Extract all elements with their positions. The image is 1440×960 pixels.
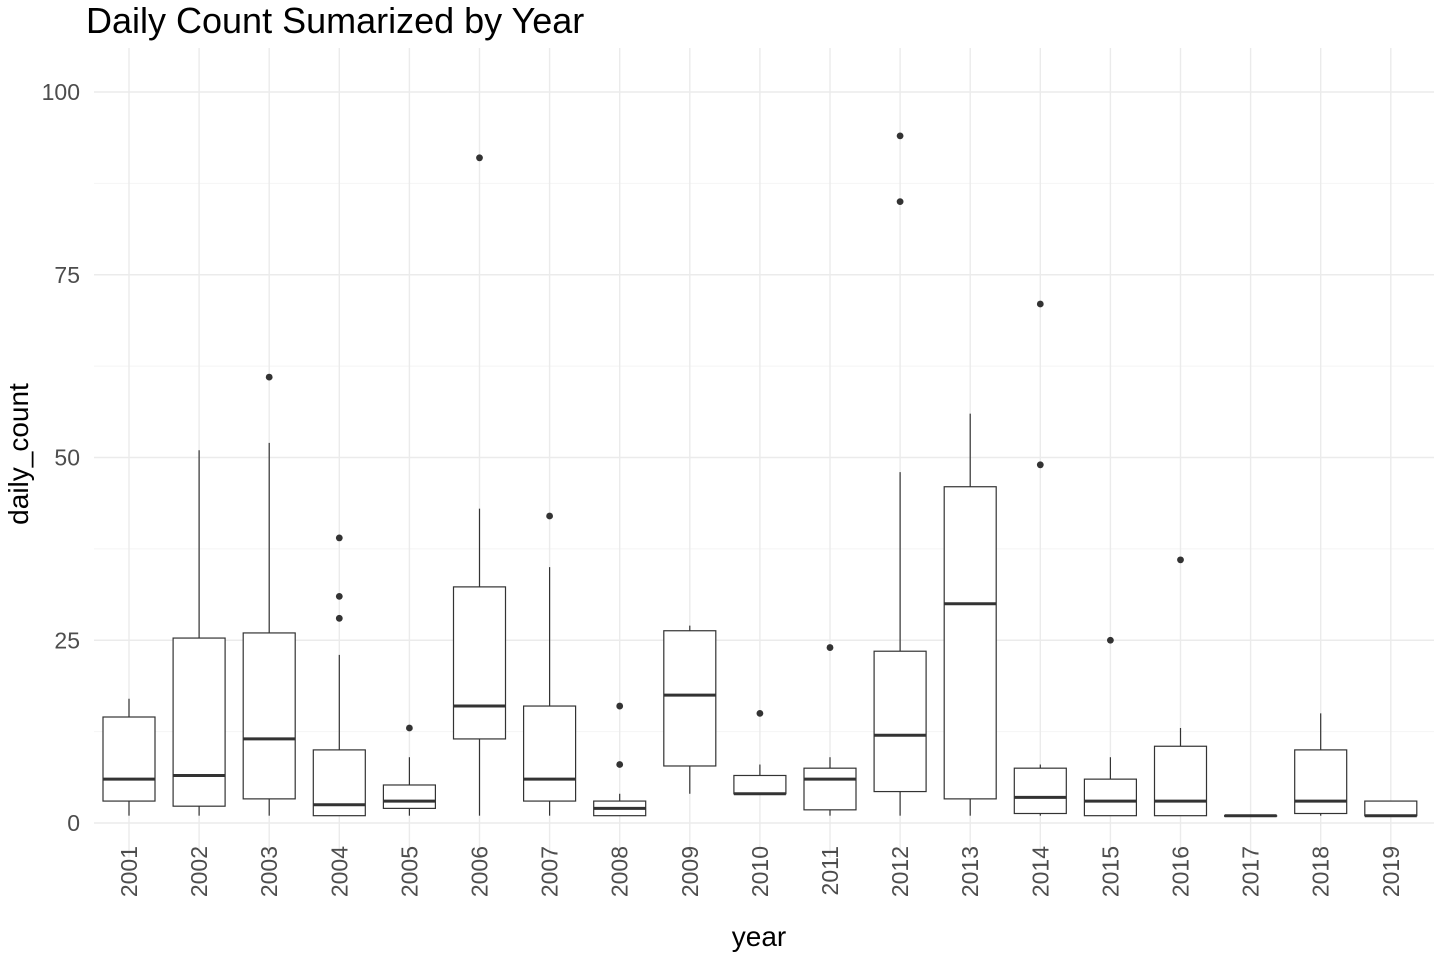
x-tick-label: 2007 [537,846,563,897]
box-iqr [1013,767,1067,815]
box-2005 [382,724,436,816]
box-iqr [1364,800,1418,817]
x-tick-label: 2003 [256,846,282,897]
box-iqr [873,650,927,793]
outlier-point [1036,300,1044,308]
x-tick-label: 2016 [1168,846,1194,897]
outlier-point [1107,636,1114,644]
y-tick-label: 0 [67,810,80,836]
x-tick-label: 2001 [116,846,142,897]
box-2009 [663,625,717,794]
x-tick-label: 2004 [326,846,352,897]
outlier-point [406,724,413,732]
outlier-point [546,512,553,520]
x-tick-label: 2006 [467,846,493,897]
outlier-point [476,154,483,162]
box-iqr [102,716,156,802]
box-2008 [593,702,647,817]
outlier-point [335,534,343,542]
x-tick-label: 2015 [1097,846,1123,897]
x-tick-label: 2005 [396,846,422,897]
box-iqr [382,784,436,809]
x-tick-label: 2002 [186,846,212,897]
x-tick-label: 2013 [957,846,983,897]
box-iqr [452,586,507,740]
x-tick-label: 2018 [1308,846,1334,897]
y-axis-title: daily_count [3,383,34,525]
box-2018 [1294,713,1348,816]
y-tick-label: 100 [42,79,80,105]
outlier-point [756,709,764,717]
chart-title: Daily Count Sumarized by Year [86,0,584,41]
box-2004 [312,534,366,817]
outlier-point [616,761,624,768]
outlier-point [826,644,834,651]
box-iqr [1083,778,1138,817]
x-tick-label: 2014 [1027,846,1053,897]
x-axis-title: year [732,921,786,952]
y-tick-label: 75 [54,262,80,288]
x-tick-label: 2017 [1238,846,1264,897]
y-axis-ticks: 0 25 50 75 100 [42,79,80,836]
box-2002 [172,450,226,816]
x-tick-label: 2012 [887,846,913,897]
outlier-point [616,702,624,710]
outlier-point [265,373,273,381]
box-2015 [1083,636,1138,817]
box-iqr [733,774,787,795]
x-tick-label: 2019 [1378,846,1404,897]
box-iqr [1153,745,1208,817]
box-2019 [1364,800,1418,818]
box-2006 [452,154,507,816]
box-iqr [663,630,717,767]
box-iqr [172,637,226,807]
box-2013 [943,413,997,816]
box-2001 [102,698,156,816]
x-tick-label: 2010 [747,846,773,897]
x-axis-ticks: 2001 2002 2003 2004 2005 2006 2007 2008 2009 2010… [116,846,1404,897]
box-iqr [1294,749,1348,815]
box-2003 [242,373,296,816]
outlier-point [1036,461,1044,469]
box-2007 [522,512,577,816]
box-series [102,132,1418,818]
box-2016 [1153,556,1208,817]
outlier-point [335,614,343,622]
outlier-point [335,592,343,600]
x-tick-label: 2009 [677,846,703,897]
box-2010 [733,709,787,796]
box-iqr [803,767,857,811]
box-iqr [242,632,296,800]
x-tick-label: 2011 [817,846,843,895]
y-tick-label: 25 [54,627,80,653]
box-iqr [943,486,997,800]
box-2017 [1223,814,1278,818]
x-tick-label: 2008 [607,846,633,897]
outlier-point [1177,556,1184,564]
outlier-point [896,132,904,140]
box-2011 [803,644,857,816]
box-2014 [1013,300,1067,816]
box-2012 [873,132,927,816]
outlier-point [896,198,904,206]
box-iqr [522,705,577,802]
y-tick-label: 50 [54,445,80,471]
